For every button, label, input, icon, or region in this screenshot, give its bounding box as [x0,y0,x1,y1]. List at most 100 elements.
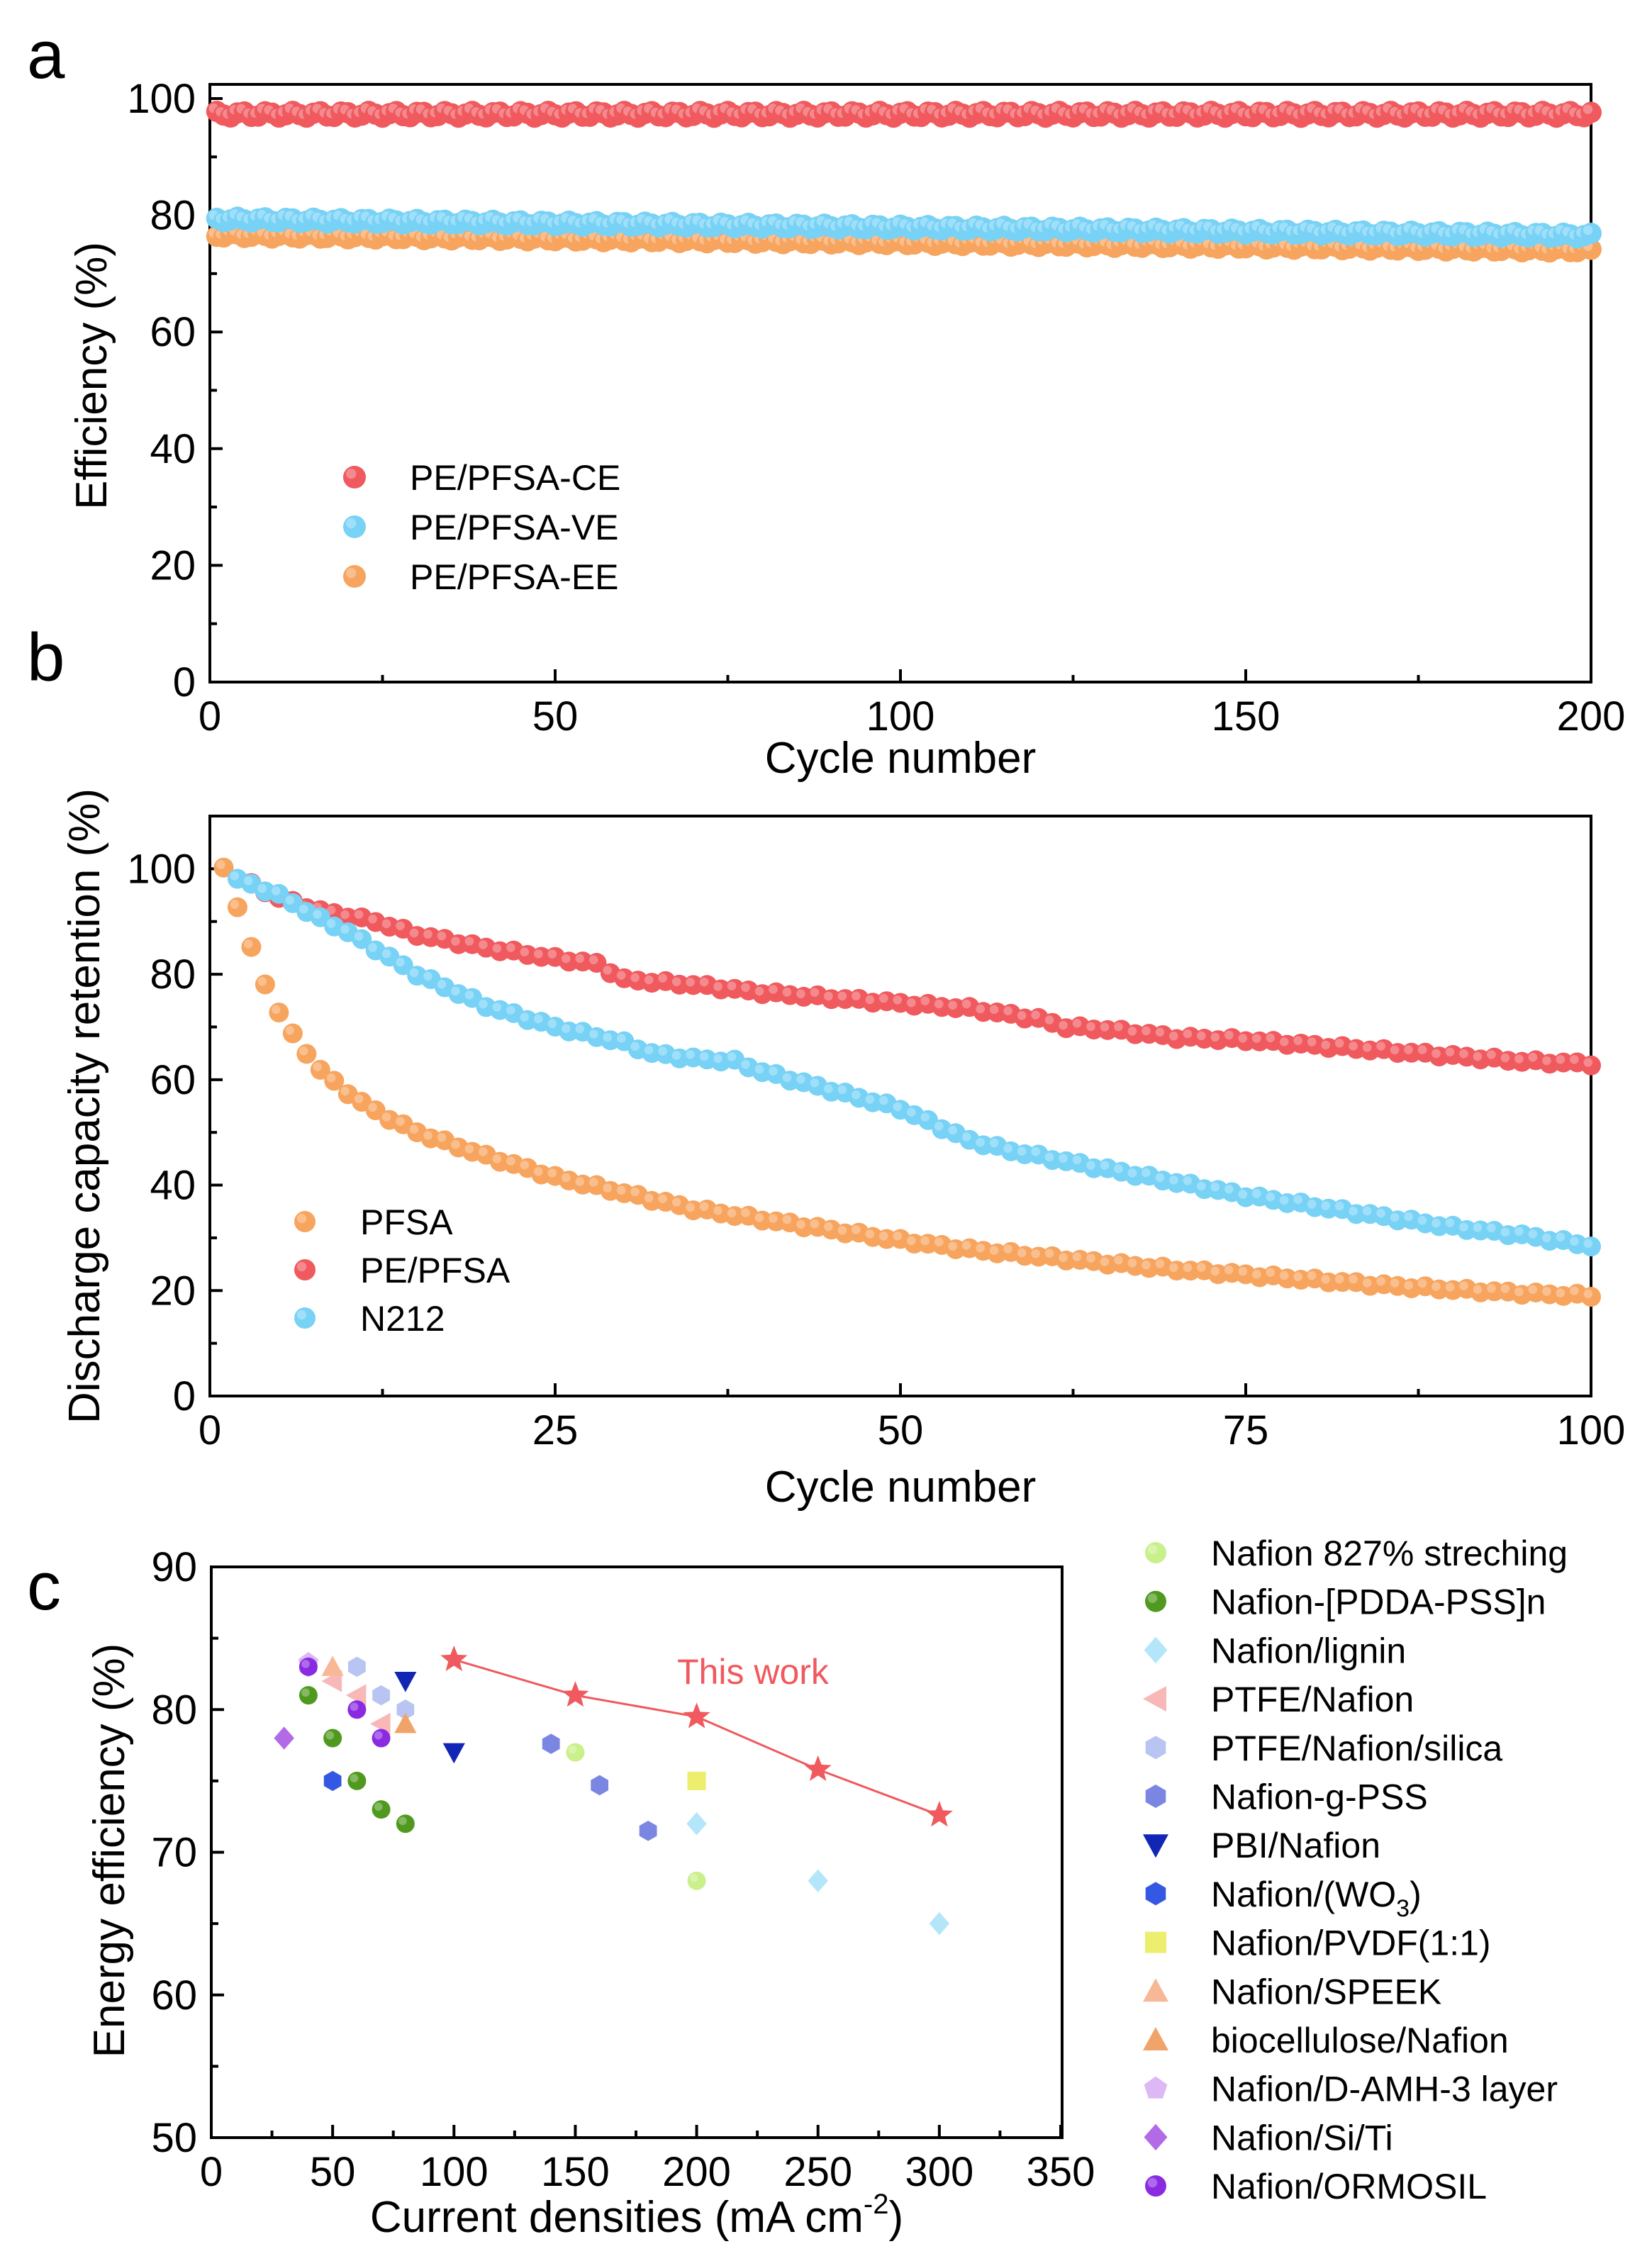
panel-b-point-PE/PFSA-16-highlight [423,929,432,939]
panel-b-point-PFSA-78-highlight [1279,1271,1289,1280]
panel-b-point-PE/PFSA-51-highlight [906,998,916,1007]
panel-b-point-PFSA-27-highlight [575,1177,585,1186]
panel-c-point-8-0 [687,1771,706,1790]
panel-b-point-PFSA-75-highlight [1238,1266,1248,1276]
panel-b-point-PFSA-100-highlight [1583,1289,1593,1299]
panel-b-point-PFSA-40-highlight [754,1213,764,1222]
panel-b-point-N212-51-highlight [906,1107,916,1117]
panel-c-legend-marker-2 [1144,1636,1168,1664]
panel-b-point-PE/PFSA-66-highlight [1114,1022,1123,1032]
panel-b-point-PFSA-49-highlight [879,1232,888,1241]
panel-b-point-N212-37-highlight [713,1054,722,1063]
panel-c-point-1-2-highlight [350,1774,359,1782]
panel-b-point-PE/PFSA-88-highlight [1417,1045,1427,1054]
panel-b-point-PE/PFSA-90-highlight [1445,1047,1455,1057]
panel-c-legend-marker-5 [1145,1785,1166,1808]
panel-b-x-tick-label-100: 100 [1557,1407,1626,1453]
panel-c-legend-marker-11 [1144,2076,1168,2099]
panel-c-legend-marker-1 [1145,1590,1166,1612]
panel-b-legend: PFSA PE/PFSA N212 [294,1202,510,1339]
panel-c-series-5 [542,1734,657,1841]
panel-c-point-0-1-highlight [689,1874,698,1882]
panel-b-point-PE/PFSA-37-highlight [713,982,722,991]
panel-b-point-PFSA-17-highlight [437,1132,447,1142]
panel-b-point-PFSA-23-highlight [520,1160,530,1170]
panel-b-point-PE/PFSA-58-highlight [1003,1006,1012,1016]
panel-c-x-tick-label-250: 250 [783,2149,852,2195]
panel-c-point-0-1 [687,1871,706,1890]
panel-c-legend-label-4: PTFE/Nafion/silica [1211,1729,1502,1768]
panel-b-point-PFSA-10-highlight [340,1086,350,1096]
panel-b-point-PFSA-54-highlight [948,1241,958,1251]
panel-b-point-N212-30-highlight [616,1034,626,1043]
panel-b-point-PFSA-61-highlight [1044,1249,1054,1258]
panel-b-point-PFSA-48-highlight [865,1229,875,1239]
panel-b-point-PFSA-7-highlight [298,1046,308,1056]
panel-b-point-PFSA-72-highlight [1197,1263,1206,1272]
panel-b-point-PFSA-15-highlight [409,1124,419,1134]
panel-b-point-PE/PFSA-39-highlight [741,983,750,993]
panel-b-point-PFSA-93-highlight [1487,1283,1496,1293]
panel-c-legend-marker-10 [1143,2027,1168,2050]
panel-b-point-PE/PFSA-79-highlight [1293,1036,1303,1046]
panel-b-point-N212-100 [1581,1236,1601,1257]
panel-b-point-PFSA-41-highlight [769,1214,778,1223]
panel-a-legend-marker-PE/PFSA-CE-highlight [346,469,357,479]
panel-c-point-5-2 [639,1821,657,1841]
panel-b-point-PE/PFSA-74-highlight [1224,1030,1234,1040]
panel-b-point-N212-92-highlight [1473,1223,1483,1232]
panel-b-point-PE/PFSA-35-highlight [686,977,695,987]
panel-b-legend-marker-PFSA-highlight [296,1213,307,1224]
panel-b-point-N212-73-highlight [1210,1182,1220,1192]
panel-b-point-PFSA-49 [876,1229,897,1249]
panel-b-point-N212-21-highlight [492,1003,502,1012]
panel-c-x-tick-label-150: 150 [541,2149,610,2195]
panel-b-point-PFSA-3-highlight [243,939,253,949]
panel-b-point-PFSA-1 [213,857,234,878]
panel-b-point-PE/PFSA-10-highlight [340,910,350,920]
panel-b-point-PE/PFSA-94-highlight [1500,1053,1510,1063]
panel-b-x-tick-label-75: 75 [1223,1407,1269,1453]
panel-b-point-PFSA-31-highlight [630,1187,640,1197]
panel-b-point-PFSA-22-highlight [506,1156,515,1166]
panel-c-point-13-0-highlight [301,1660,310,1668]
panel-b-point-N212-82-highlight [1334,1201,1344,1211]
panel-c-point-4-2 [372,1685,390,1706]
panel-b-series-N212 [227,869,1601,1257]
panel-b-point-PE/PFSA-87 [1401,1042,1422,1063]
panel-a-legend-marker-PE/PFSA-CE [343,466,366,489]
panel-c-legend-label-1: Nafion-[PDDA-PSS]n [1211,1582,1546,1622]
panel-a-legend-marker-PE/PFSA-VE [343,515,366,538]
panel-b-point-PE/PFSA-46 [835,989,856,1010]
panel-b-point-N212-26-highlight [561,1024,571,1033]
panel-a-x-tick-label-150: 150 [1212,693,1280,739]
panel-b-chart: 0 20 40 60 80 100 0 25 50 75 100 Discharge capaci… [60,788,1625,1512]
panel-b-point-PFSA-73-highlight [1210,1266,1220,1276]
panel-c-frame [210,1565,1064,2139]
panel-b-point-PFSA-9 [324,1071,345,1091]
panel-b-point-PE/PFSA-63-highlight [1072,1019,1082,1028]
panel-b-point-PE/PFSA-76-highlight [1251,1034,1261,1043]
panel-b-point-PFSA-12-highlight [368,1102,377,1112]
panel-b-point-PFSA-32-highlight [644,1193,654,1202]
panel-c-point-1-3-highlight [374,1802,383,1811]
panel-b-point-PFSA-65-highlight [1100,1257,1110,1266]
panel-b-point-PE/PFSA-71-highlight [1183,1029,1193,1039]
panel-b-point-PFSA-57-highlight [989,1246,999,1255]
panel-b-point-N212-96-highlight [1528,1229,1538,1239]
panel-b-point-PFSA-81-highlight [1321,1275,1330,1284]
panel-b-point-PE/PFSA-84-highlight [1362,1043,1372,1052]
panel-c-series-0 [566,1743,706,1890]
panel-b-point-PE/PFSA-86 [1388,1043,1408,1063]
panel-c-legend-label-7-tail: ) [1410,1875,1422,1914]
panel-b-point-N212-16-highlight [423,971,432,981]
panel-a-point-PE/PFSA-CE-200 [1580,101,1602,123]
panel-b-point-PE/PFSA-85-highlight [1376,1042,1385,1051]
panel-b-point-N212-55-highlight [961,1132,971,1141]
panel-b-point-PE/PFSA-93-highlight [1487,1050,1496,1059]
panel-c-legend-marker-4 [1145,1736,1166,1760]
panel-b-point-PE/PFSA-42-highlight [782,988,792,997]
panel-b-point-PFSA-45-highlight [824,1222,833,1232]
panel-b-point-N212-89 [1429,1216,1449,1236]
panel-b-point-N212-24-highlight [534,1014,543,1024]
